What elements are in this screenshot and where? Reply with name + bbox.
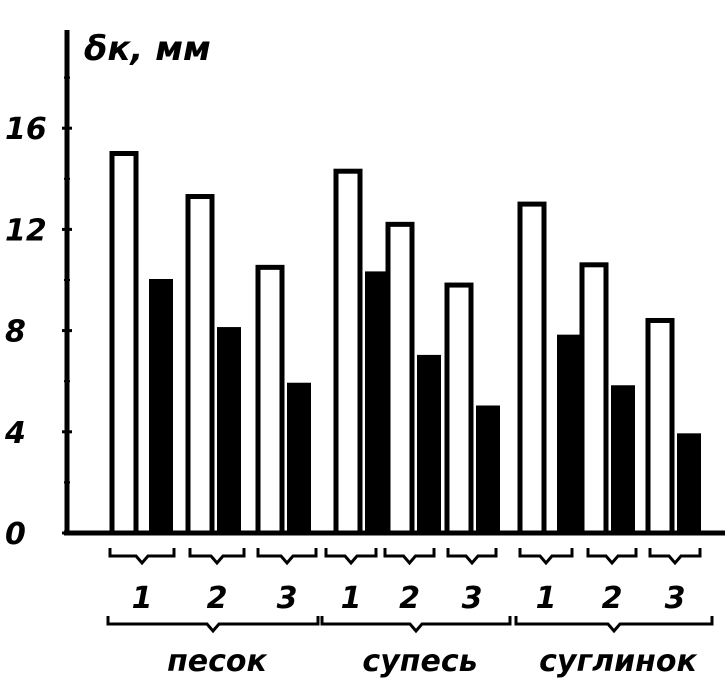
subgroup-bracket: [446, 548, 498, 566]
bar-open-1-1: [109, 151, 139, 536]
subgroup-bracket: [256, 548, 318, 566]
y-tick-label: 4: [4, 416, 26, 451]
bar-filled-3-2: [611, 385, 635, 535]
y-tick-label: 0: [5, 517, 26, 552]
subgroup-label: 1: [341, 581, 362, 616]
bar-filled-2-2: [417, 354, 441, 534]
bar-open-1-3: [255, 264, 285, 536]
subgroup-label: 3: [277, 581, 298, 616]
subgroup-bracket: [324, 548, 378, 566]
group-bracket: [106, 616, 320, 634]
subgroup-label: 2: [207, 581, 228, 616]
bar-filled-1-3: [287, 382, 311, 535]
bar-filled-1-2: [217, 327, 241, 534]
bar-open-2-3: [444, 282, 474, 536]
subgroup-label: 1: [132, 581, 153, 616]
bar-open-2-2: [385, 221, 415, 536]
bar-open-3-1: [517, 201, 547, 536]
subgroup-label: 1: [536, 581, 557, 616]
bar-open-1-2: [185, 194, 215, 536]
subgroup-bracket: [648, 548, 702, 566]
subgroup-bracket: [188, 548, 246, 566]
y-tick-label: 12: [5, 213, 47, 248]
bar-filled-2-1: [365, 271, 389, 534]
y-tick-label: 8: [5, 315, 26, 350]
bar-open-3-3: [645, 317, 675, 536]
group-label: песок: [167, 644, 267, 679]
y-axis-title: δк, мм: [84, 29, 211, 69]
bars: [109, 151, 701, 536]
group-label: супесь: [362, 644, 477, 679]
group-bracket: [514, 616, 714, 634]
group-label: суглинок: [539, 644, 697, 679]
subgroup-label: 2: [602, 581, 623, 616]
bar-open-3-2: [579, 262, 609, 536]
subgroup-bracket: [586, 548, 638, 566]
subgroup-bracket: [518, 548, 574, 566]
subgroup-bracket: [383, 548, 436, 566]
bar-filled-3-3: [677, 433, 701, 534]
bar-filled-3-1: [557, 334, 581, 534]
bar-filled-1-1: [149, 279, 173, 534]
subgroup-label: 3: [665, 581, 686, 616]
bar-filled-2-3: [476, 405, 500, 534]
bar-open-2-1: [333, 168, 363, 536]
y-tick-label: 16: [5, 112, 47, 147]
subgroup-label: 2: [399, 581, 420, 616]
subgroup-bracket: [108, 548, 176, 566]
subgroup-label: 3: [462, 581, 483, 616]
group-bracket: [320, 616, 512, 634]
y-ticks: 0 4 8 12 16: [4, 76, 72, 552]
